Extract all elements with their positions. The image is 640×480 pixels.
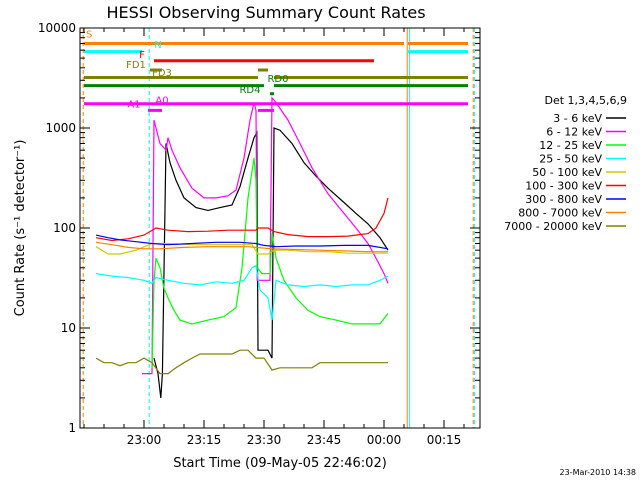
legend-label: 800 - 7000 keV bbox=[518, 207, 602, 220]
series-line-8 bbox=[95, 241, 388, 253]
flag-label-fd3: FD3 bbox=[152, 68, 172, 79]
x-axis-label: Start Time (09-May-05 22:46:02) bbox=[173, 456, 387, 471]
legend-label: 7000 - 20000 keV bbox=[504, 220, 602, 233]
legend-title: Det 1,3,4,5,6,9 bbox=[544, 94, 627, 107]
timestamp-footer: 23-Mar-2010 14:38 bbox=[560, 468, 637, 477]
flag-label-fd1: FD1 bbox=[126, 60, 146, 71]
series-line-2 bbox=[142, 96, 389, 375]
legend-label: 300 - 800 keV bbox=[525, 193, 602, 206]
y-tick-label: 1 bbox=[68, 421, 76, 435]
series-line-1 bbox=[153, 127, 389, 398]
legend-label: 100 - 300 keV bbox=[525, 180, 602, 193]
series-line-6 bbox=[95, 197, 389, 242]
series-line-4 bbox=[95, 264, 389, 321]
x-tick-label: 23:30 bbox=[247, 433, 282, 447]
legend-label: 6 - 12 keV bbox=[546, 126, 602, 139]
x-tick-label: 23:15 bbox=[187, 433, 222, 447]
x-tick-label: 23:45 bbox=[307, 433, 342, 447]
y-tick-label: 100 bbox=[53, 221, 76, 235]
chart-title: HESSI Observing Summary Count Rates bbox=[106, 3, 425, 22]
legend-label: 3 - 6 keV bbox=[553, 112, 602, 125]
x-tick-label: 00:15 bbox=[427, 433, 462, 447]
flag-label-rd0: RD0 bbox=[267, 74, 288, 85]
series-line-9 bbox=[95, 349, 388, 375]
legend-label: 25 - 50 keV bbox=[539, 153, 602, 166]
y-axis: 1 10 100 1000 10000 bbox=[38, 21, 480, 435]
y-tick-label: 10000 bbox=[38, 21, 76, 35]
y-tick-label: 10 bbox=[61, 321, 76, 335]
legend-label: 12 - 25 keV bbox=[539, 139, 602, 152]
x-tick-label: 00:00 bbox=[367, 433, 402, 447]
y-axis-label: Count Rate (s⁻¹ detector⁻¹) bbox=[13, 140, 28, 317]
flag-label-a0: A0 bbox=[155, 96, 168, 107]
series-line-5 bbox=[95, 242, 388, 255]
flag-label-f: F bbox=[139, 50, 145, 61]
x-axis: 23:00 23:15 23:30 23:45 00:00 00:15 bbox=[83, 28, 465, 447]
flag-label-n: N bbox=[154, 40, 161, 51]
flag-label-s: S bbox=[86, 30, 92, 41]
series-line-7 bbox=[95, 234, 389, 250]
x-tick-label: 23:00 bbox=[127, 433, 162, 447]
flag-label-rd4: RD4 bbox=[239, 85, 260, 96]
legend-label: 50 - 100 keV bbox=[532, 166, 602, 179]
flag-label-a1: A1 bbox=[127, 100, 140, 111]
y-tick-label: 1000 bbox=[45, 121, 76, 135]
series-line-3 bbox=[151, 158, 389, 368]
